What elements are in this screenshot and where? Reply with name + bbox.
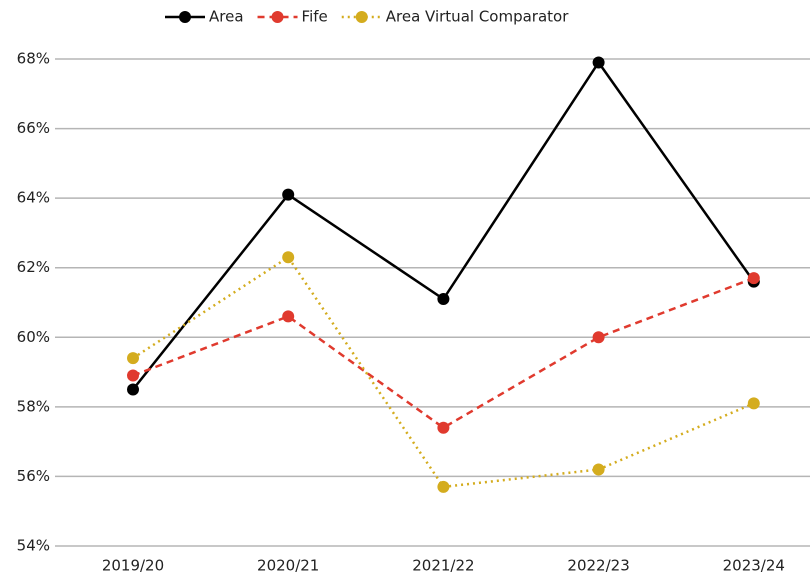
- x-tick-label: 2021/22: [412, 557, 474, 575]
- data-point: [282, 310, 295, 323]
- y-tick-label: 68%: [17, 50, 50, 68]
- x-tick-label: 2022/23: [567, 557, 629, 575]
- data-point: [437, 293, 450, 306]
- legend-marker: [179, 11, 191, 23]
- data-point: [437, 421, 450, 434]
- legend-marker: [271, 11, 284, 23]
- y-tick-label: 54%: [17, 537, 50, 555]
- data-point: [592, 463, 605, 476]
- x-tick-label: 2023/24: [723, 557, 785, 575]
- y-tick-label: 58%: [17, 397, 50, 415]
- x-tick-label: 2019/20: [102, 557, 164, 575]
- y-tick-label: 56%: [17, 467, 50, 485]
- y-tick-label: 60%: [17, 328, 50, 346]
- data-point: [592, 331, 605, 344]
- y-tick-label: 64%: [17, 189, 50, 207]
- y-tick-label: 62%: [17, 258, 50, 276]
- data-point: [282, 251, 295, 264]
- y-tick-label: 66%: [17, 119, 50, 137]
- data-point: [747, 272, 760, 285]
- legend-label: Area Virtual Comparator: [386, 8, 569, 26]
- data-point: [747, 397, 760, 410]
- data-point: [437, 480, 450, 493]
- legend-marker: [355, 11, 368, 23]
- legend-label: Area: [209, 8, 244, 26]
- x-tick-label: 2020/21: [257, 557, 319, 575]
- data-point: [592, 56, 605, 69]
- data-point: [127, 383, 139, 396]
- series-line: [132, 276, 755, 430]
- data-point: [127, 369, 139, 382]
- legend-label: Fife: [302, 8, 328, 26]
- series-line: [132, 255, 755, 489]
- data-point: [282, 188, 295, 201]
- data-point: [127, 352, 139, 365]
